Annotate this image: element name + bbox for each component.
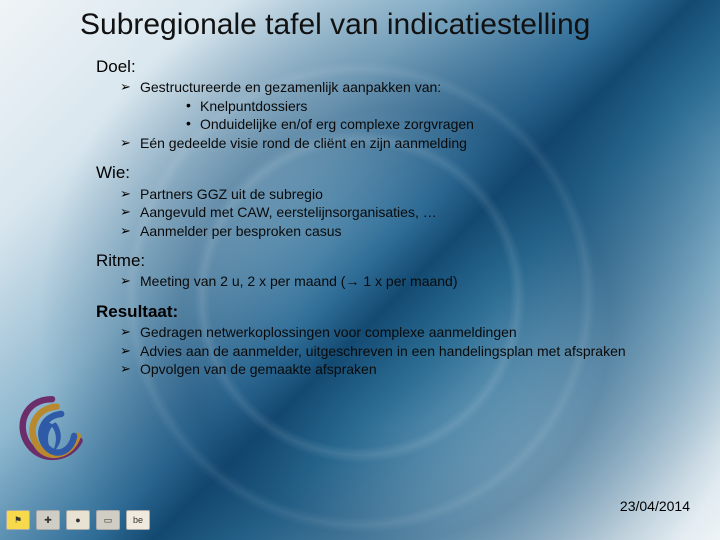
section-label-wie: Wie:: [96, 162, 680, 183]
slide-body: Doel: Gestructureerde en gezamenlijk aan…: [96, 56, 680, 380]
footer-logo-strip: ⚑ ✚ ● ▭ be: [6, 508, 150, 532]
resultaat-list: Gedragen netwerkoplossingen voor complex…: [120, 324, 680, 379]
doel-item-2: Eén gedeelde visie rond de cliënt en zij…: [120, 135, 680, 153]
mini-logo-4: ▭: [96, 510, 120, 530]
resultaat-item-2: Advies aan de aanmelder, uitgeschreven i…: [120, 343, 680, 361]
section-label-ritme: Ritme:: [96, 250, 680, 271]
mini-logo-2: ✚: [36, 510, 60, 530]
doel-sub-1: Knelpuntdossiers: [186, 98, 680, 116]
resultaat-item-3: Opvolgen van de gemaakte afspraken: [120, 361, 680, 379]
slide: Subregionale tafel van indicatiestelling…: [0, 0, 720, 540]
mini-logo-5: be: [126, 510, 150, 530]
arrow-icon: →: [345, 273, 359, 291]
wie-item-1: Partners GGZ uit de subregio: [120, 186, 680, 204]
section-label-doel: Doel:: [96, 56, 680, 77]
wie-list: Partners GGZ uit de subregio Aangevuld m…: [120, 186, 680, 241]
wie-item-2: Aangevuld met CAW, eerstelijnsorganisati…: [120, 204, 680, 222]
mini-logo-1: ⚑: [6, 510, 30, 530]
doel-list: Gestructureerde en gezamenlijk aanpakken…: [120, 79, 680, 152]
wie-item-3: Aanmelder per besproken casus: [120, 223, 680, 241]
slide-date: 23/04/2014: [620, 498, 690, 514]
swirl-logo-icon: [6, 390, 98, 482]
doel-item-1: Gestructureerde en gezamenlijk aanpakken…: [120, 79, 680, 134]
ritme-list: Meeting van 2 u, 2 x per maand (→ 1 x pe…: [120, 273, 680, 291]
ritme-item-1: Meeting van 2 u, 2 x per maand (→ 1 x pe…: [120, 273, 680, 291]
doel-sub-2: Onduidelijke en/of erg complexe zorgvrag…: [186, 116, 680, 134]
section-label-resultaat: Resultaat:: [96, 301, 680, 322]
mini-logo-3: ●: [66, 510, 90, 530]
doel-sublist: Knelpuntdossiers Onduidelijke en/of erg …: [186, 98, 680, 134]
resultaat-item-1: Gedragen netwerkoplossingen voor complex…: [120, 324, 680, 342]
slide-title: Subregionale tafel van indicatiestelling: [80, 8, 700, 42]
